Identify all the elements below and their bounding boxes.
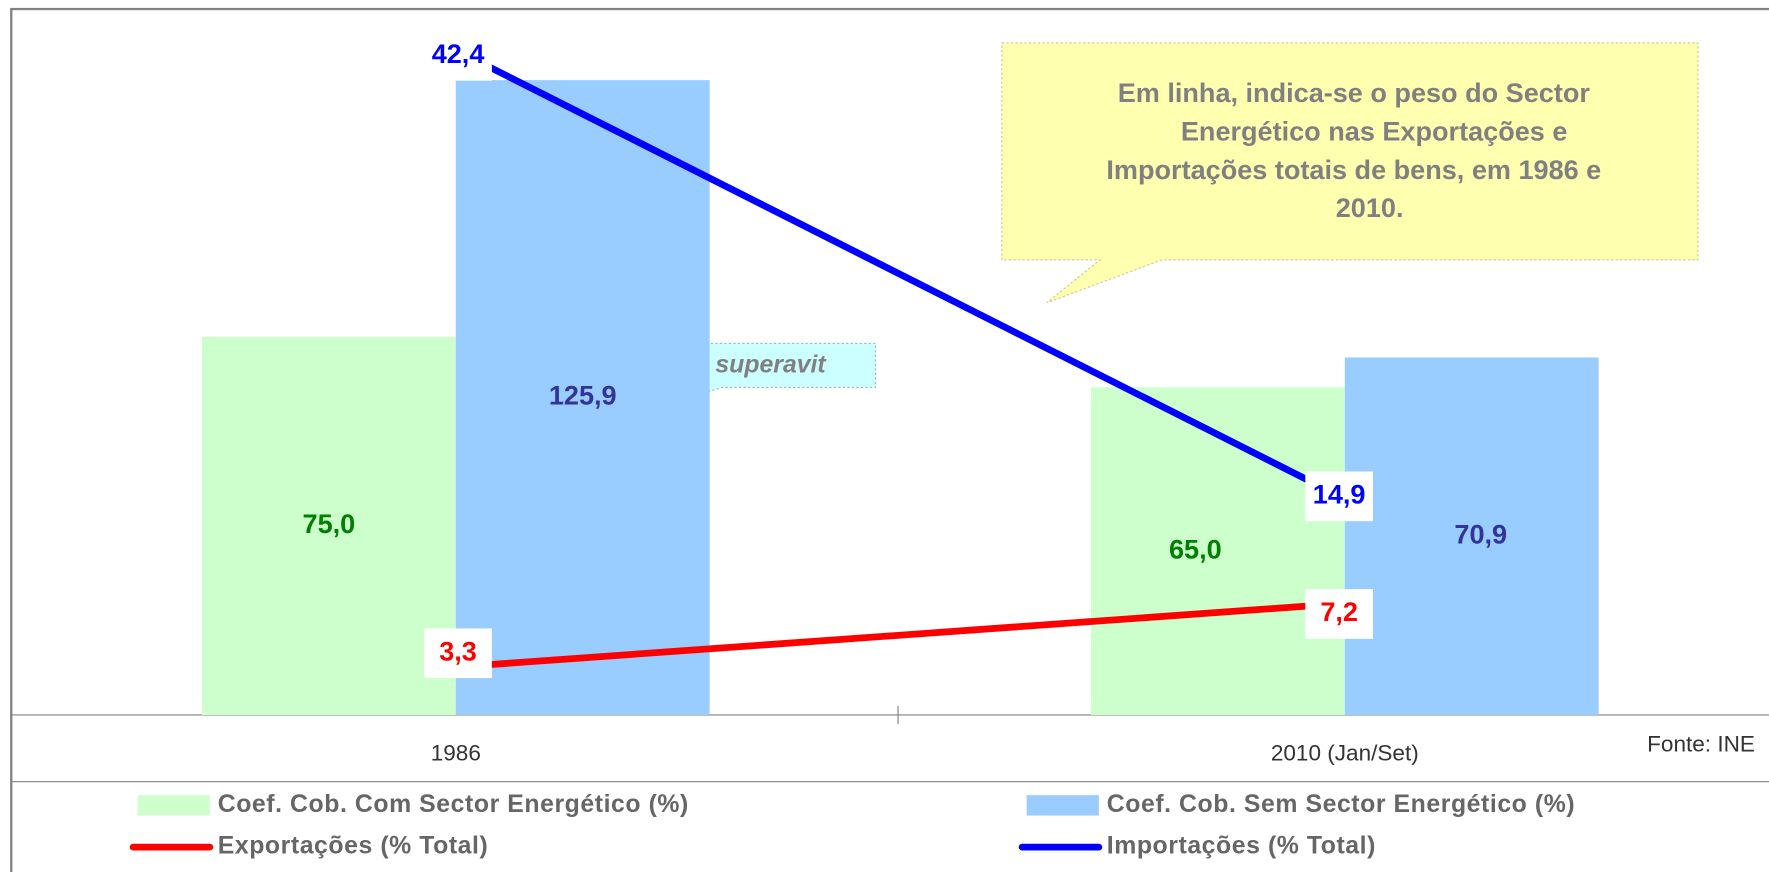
- value-label-bg: [424, 628, 492, 679]
- legend-swatch: [137, 795, 210, 816]
- bar: [1090, 387, 1345, 715]
- callout-text: Importações totais de bens, em 1986 e: [1106, 154, 1601, 185]
- callout-text: Energético nas Exportações e: [1181, 115, 1568, 146]
- legend-label: Exportações (% Total): [218, 833, 489, 860]
- bar: [455, 80, 710, 715]
- legend-label: Coef. Cob. Com Sector Energético (%): [218, 791, 689, 818]
- x-tick-label: 1986: [431, 740, 481, 765]
- value-label-bg: [424, 30, 492, 81]
- bar-value-label: 65,0: [1169, 533, 1222, 564]
- callout-box: [1001, 42, 1699, 304]
- callout-text: Em linha, indica-se o peso do Sector: [1118, 77, 1591, 108]
- value-label-bg: [1305, 589, 1374, 639]
- legend-swatch: [1026, 795, 1099, 816]
- line-value-label: 42,4: [432, 38, 485, 69]
- value-label-bg: [1305, 471, 1374, 522]
- line-value-label: 3,3: [439, 635, 477, 666]
- line-value-label: 14,9: [1313, 478, 1366, 509]
- bar-value-label: 70,9: [1454, 518, 1507, 549]
- line: [489, 601, 1323, 668]
- bar-value-label: 75,0: [303, 508, 356, 539]
- source-note: Fonte: INE: [1647, 731, 1755, 756]
- bar-value-label: 125,9: [549, 380, 617, 411]
- line-value-label: 7,2: [1320, 596, 1358, 627]
- callout-text: 2010.: [1336, 192, 1404, 223]
- superavit-label: superavit: [715, 352, 827, 379]
- line: [488, 64, 1324, 491]
- bar: [1344, 357, 1599, 715]
- x-tick-label: 2010 (Jan/Set): [1271, 740, 1419, 765]
- superavit-box: [665, 342, 877, 404]
- legend-label: Coef. Cob. Sem Sector Energético (%): [1107, 791, 1575, 818]
- bar: [201, 336, 456, 715]
- legend-label: Importações (% Total): [1107, 833, 1376, 860]
